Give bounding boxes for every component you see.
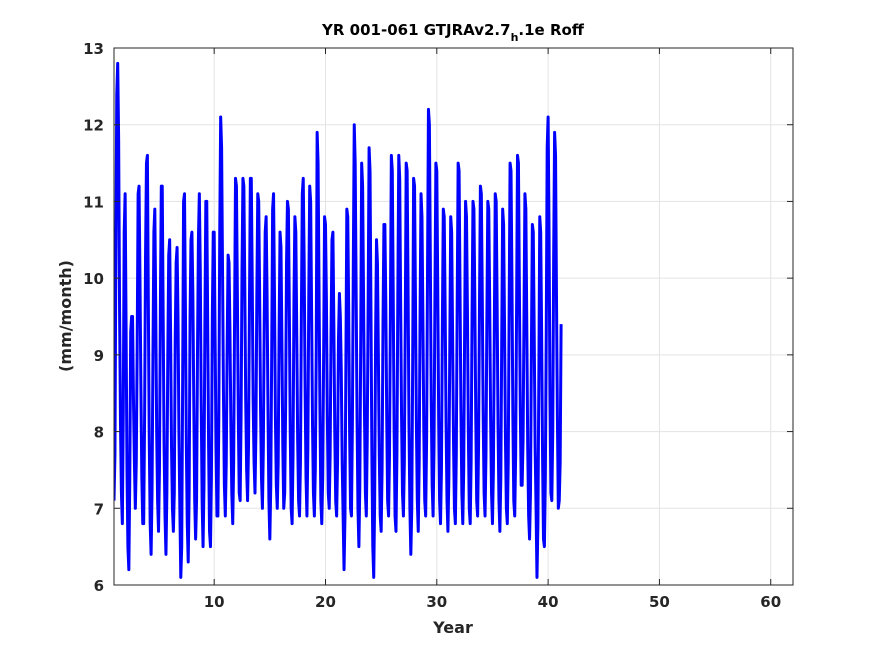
y-tick-label: 7 <box>94 500 104 518</box>
axes-box <box>113 47 794 586</box>
y-tick-label: 12 <box>83 117 104 135</box>
y-tick-label: 10 <box>83 270 104 288</box>
x-tick-label: 10 <box>204 593 225 611</box>
x-tick-label: 30 <box>426 593 447 611</box>
x-tick-label: 20 <box>315 593 336 611</box>
y-tick-label: 8 <box>94 424 104 442</box>
y-tick-label: 9 <box>94 347 104 365</box>
plot-area <box>114 61 563 579</box>
y-axis-ticks: 6 7 8 9 10 11 12 13 <box>83 40 793 595</box>
x-tick-label: 60 <box>760 593 781 611</box>
y-axis-label: (mm/month) <box>56 260 75 372</box>
x-axis-ticks: 10 20 30 40 50 60 <box>204 48 781 611</box>
y-tick-label: 11 <box>83 193 104 211</box>
series-line-roff <box>114 61 563 579</box>
y-tick-label: 6 <box>94 577 104 595</box>
x-tick-label: 50 <box>649 593 670 611</box>
chart-title-subscript: h <box>511 31 519 44</box>
y-tick-label: 13 <box>83 40 104 58</box>
chart-title: YR 001-061 GTJRAv2.7h.1e Roff <box>321 21 585 44</box>
x-axis-label: Year <box>432 618 473 637</box>
x-tick-label: 40 <box>538 593 559 611</box>
chart-title-tail: .1e Roff <box>518 21 584 39</box>
